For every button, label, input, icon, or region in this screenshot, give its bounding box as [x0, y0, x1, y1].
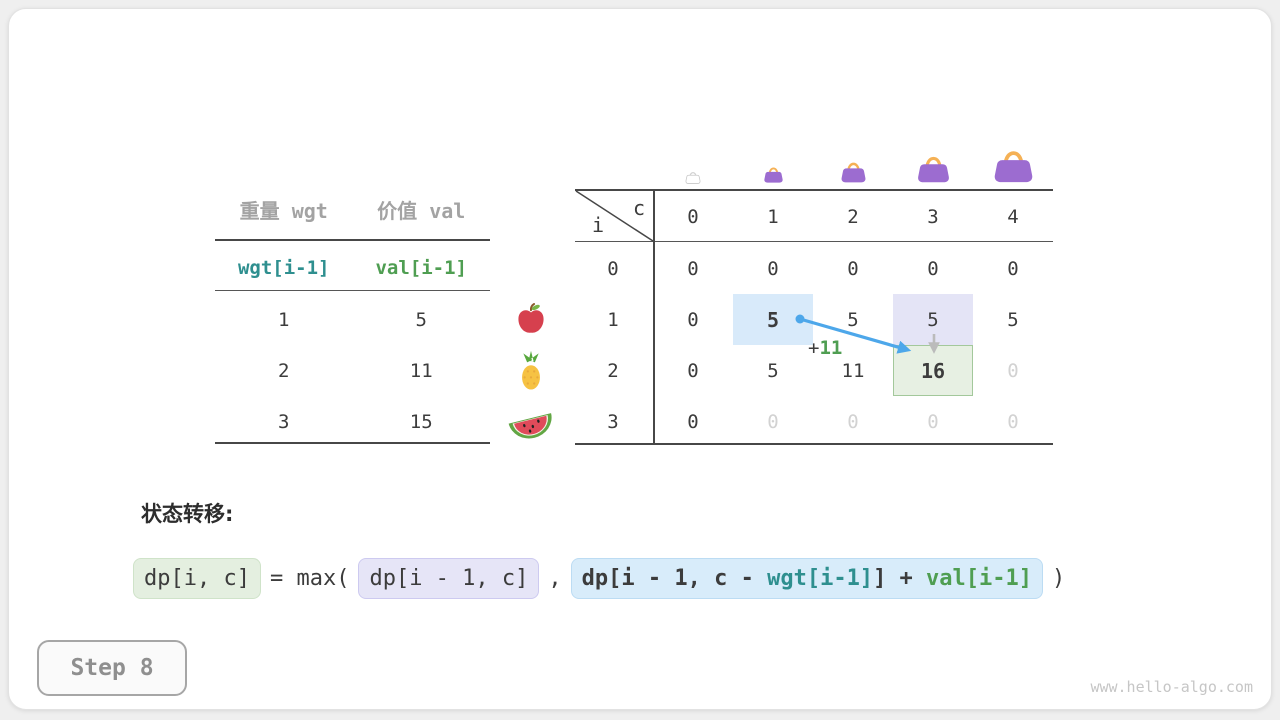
item-table-header: 重量 wgt 价值 val	[215, 196, 490, 226]
pineapple-icon	[513, 349, 549, 393]
dp-cell-1-4: 5	[1007, 308, 1019, 331]
formula-term2-chip: dp[i - 1, c - wgt[i-1]] + val[i-1]	[570, 558, 1044, 599]
weight-column-header: 重量 wgt	[239, 199, 328, 223]
dp-cell-0-1: 0	[767, 257, 779, 280]
apple-icon	[513, 301, 549, 336]
bag-xs-icon	[762, 163, 784, 183]
dp-table-vertical-divider	[653, 189, 655, 445]
col-header-0: 0	[687, 206, 699, 228]
row-header-2: 2	[607, 359, 619, 382]
formula-term1-chip: dp[i - 1, c]	[358, 558, 540, 599]
dp-cell-2-0: 0	[687, 359, 699, 382]
item1-weight: 1	[278, 309, 290, 331]
dp-cell-3-2: 0	[847, 410, 859, 433]
corner-i-label: i	[592, 213, 605, 237]
bag-md-icon	[915, 150, 951, 183]
watermelon-icon	[506, 402, 556, 442]
dp-cell-2-4: 0	[1007, 359, 1019, 382]
dp-cell-0-4: 0	[1007, 257, 1019, 280]
dp-cell-1-0: 0	[687, 308, 699, 331]
row-header-3: 3	[607, 410, 619, 433]
bag-ghost-icon	[684, 168, 702, 184]
item-table-rule-mid	[215, 290, 490, 291]
dp-cell-3-4: 0	[1007, 410, 1019, 433]
formula-lhs-chip: dp[i, c]	[133, 558, 261, 599]
formula-eq-max: = max(	[269, 566, 350, 591]
col-header-2: 2	[847, 206, 859, 228]
dp-cell-2-2: 11	[841, 359, 865, 382]
term2-mid: ] +	[873, 566, 927, 591]
item-table-rule-bottom	[215, 442, 490, 444]
transition-formula: dp[i, c] = max( dp[i - 1, c] , dp[i - 1,…	[133, 558, 1065, 599]
item3-weight: 3	[278, 411, 290, 433]
dp-cell-0-3: 0	[927, 257, 939, 280]
dp-table-rule-top	[575, 189, 1053, 191]
bag-sm-icon	[839, 157, 867, 183]
col-header-3: 3	[927, 206, 939, 228]
item-row-2: 2 11	[215, 356, 490, 386]
dp-cell-3-3: 0	[927, 410, 939, 433]
col-header-4: 4	[1007, 206, 1019, 228]
val-index-label: val[i-1]	[375, 257, 467, 279]
row-header-0: 0	[607, 257, 619, 280]
dp-table-rule-bottom	[575, 443, 1053, 445]
formula-comma: ,	[548, 566, 562, 591]
wgt-index-label: wgt[i-1]	[237, 257, 330, 279]
item-row-1: 1 5	[215, 305, 490, 335]
row-header-1: 1	[607, 308, 619, 331]
item-table-rule-top	[215, 239, 490, 241]
item-table-index-row: wgt[i-1] val[i-1]	[215, 253, 490, 283]
item2-value: 11	[409, 360, 433, 382]
item3-value: 15	[409, 411, 433, 433]
formula-close-paren: )	[1052, 566, 1066, 591]
bag-lg-icon	[991, 143, 1035, 183]
term2-val: val[i-1]	[926, 566, 1033, 591]
state-transition-label: 状态转移:	[141, 502, 234, 526]
dp-cell-2-3-current-highlight: 16	[893, 345, 973, 396]
item2-weight: 2	[278, 360, 290, 382]
item1-value: 5	[415, 309, 427, 331]
dp-cell-0-0: 0	[687, 257, 699, 280]
dp-cell-3-0: 0	[687, 410, 699, 433]
watermark: www.hello-algo.com	[1090, 678, 1253, 696]
dp-cell-2-1: 5	[767, 359, 779, 382]
dp-cell-1-3-above-highlight: 5	[893, 294, 973, 345]
item-row-3: 3 15	[215, 407, 490, 437]
term2-wgt: wgt[i-1]	[767, 566, 874, 591]
dp-cell-1-1-source-highlight: 5	[733, 294, 813, 345]
step-badge[interactable]: Step 8	[37, 640, 187, 696]
corner-c-label: c	[633, 196, 646, 220]
dp-table-rule-mid	[575, 241, 1053, 242]
value-column-header: 价值 val	[377, 199, 466, 223]
plus-sign: +	[808, 337, 820, 359]
dp-cell-0-2: 0	[847, 257, 859, 280]
added-value: 11	[819, 337, 843, 359]
dp-cell-3-1: 0	[767, 410, 779, 433]
term2-prefix: dp[i - 1, c -	[581, 566, 768, 591]
plus-value-annotation: +11	[808, 337, 842, 359]
col-header-1: 1	[767, 206, 779, 228]
